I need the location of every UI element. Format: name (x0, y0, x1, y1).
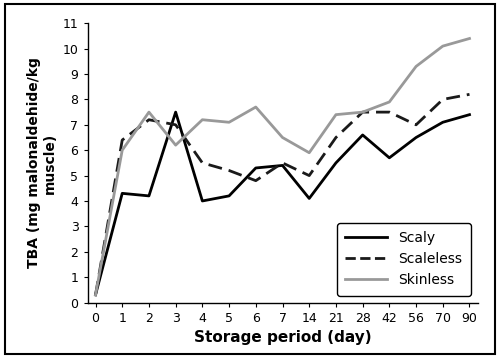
Scaly (253, 166, 259, 170)
Scaly (306, 196, 312, 200)
Legend: Scaly, Scaleless, Skinless: Scaly, Scaleless, Skinless (337, 223, 470, 296)
Scaly (92, 293, 98, 297)
Line: Scaly: Scaly (96, 112, 470, 295)
Scaleless (413, 123, 419, 127)
Scaly (413, 135, 419, 140)
Scaleless (172, 123, 178, 127)
Skinless (466, 37, 472, 41)
Scaleless (226, 168, 232, 173)
Scaleless (386, 110, 392, 114)
Scaly (360, 133, 366, 137)
Scaly (172, 110, 178, 114)
Scaleless (200, 161, 205, 165)
Skinless (92, 293, 98, 297)
Scaly (226, 194, 232, 198)
Skinless (440, 44, 446, 48)
Scaly (440, 120, 446, 125)
Scaly (466, 112, 472, 117)
Scaleless (92, 293, 98, 297)
Skinless (386, 100, 392, 104)
Skinless (280, 135, 285, 140)
Skinless (226, 120, 232, 125)
Skinless (333, 112, 339, 117)
Scaleless (280, 161, 285, 165)
Skinless (200, 117, 205, 122)
Scaleless (146, 117, 152, 122)
Scaly (386, 156, 392, 160)
Skinless (146, 110, 152, 114)
Scaly (146, 194, 152, 198)
Skinless (360, 110, 366, 114)
Scaly (119, 191, 125, 195)
Scaleless (306, 173, 312, 178)
Scaleless (360, 110, 366, 114)
Skinless (119, 148, 125, 153)
Y-axis label: TBA (mg malonaldehide/kg
muscle): TBA (mg malonaldehide/kg muscle) (27, 57, 57, 268)
Scaleless (119, 138, 125, 142)
Scaleless (253, 179, 259, 183)
Skinless (172, 143, 178, 147)
Skinless (413, 64, 419, 69)
Scaly (200, 199, 205, 203)
Line: Skinless: Skinless (96, 39, 470, 295)
Scaleless (466, 92, 472, 97)
Scaleless (333, 135, 339, 140)
Skinless (306, 151, 312, 155)
Skinless (253, 105, 259, 109)
Scaleless (440, 97, 446, 102)
X-axis label: Storage period (day): Storage period (day) (194, 330, 372, 345)
Scaly (280, 163, 285, 168)
Scaly (333, 161, 339, 165)
Line: Scaleless: Scaleless (96, 95, 470, 295)
